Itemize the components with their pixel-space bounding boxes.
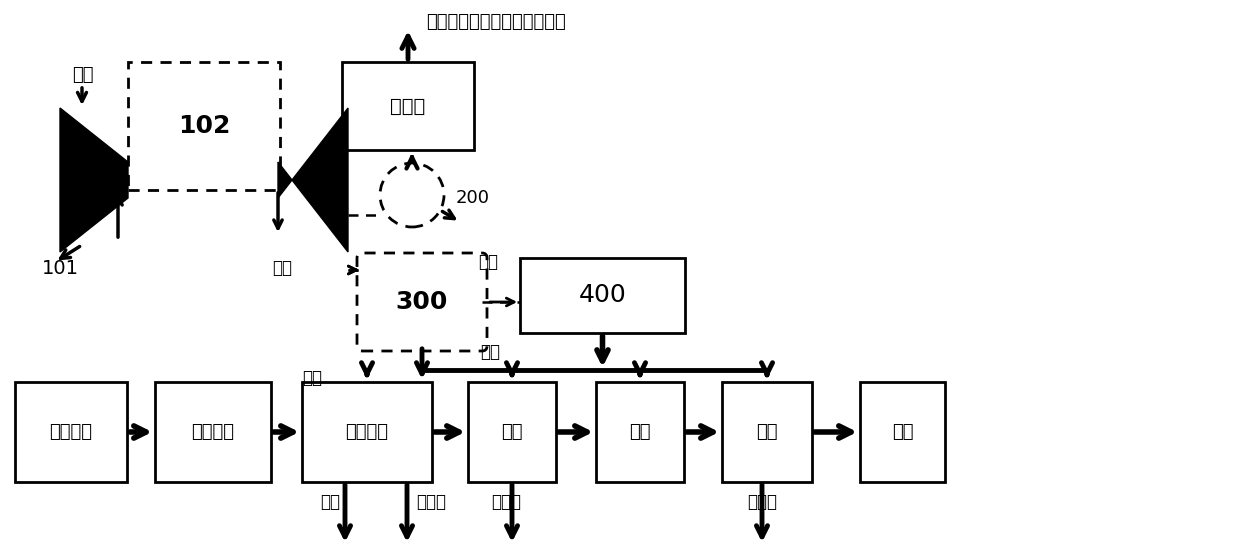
Bar	[468, 382, 556, 482]
Polygon shape	[59, 108, 128, 252]
Text: 变配电: 变配电	[390, 96, 426, 116]
Bar	[15, 382, 128, 482]
Text: 排气: 排气	[320, 493, 339, 511]
Text: 刨花干燥: 刨花干燥	[346, 423, 389, 441]
Polygon shape	[278, 108, 348, 252]
Bar	[302, 382, 432, 482]
Text: 冷凝水: 冷凝水	[416, 493, 446, 511]
Text: 冷凝水: 冷凝水	[747, 493, 777, 511]
Text: 施胶: 施胶	[502, 423, 523, 441]
Text: 蒸汽: 蒸汽	[479, 343, 501, 361]
Text: 烟气: 烟气	[302, 369, 322, 387]
Bar	[155, 382, 271, 482]
Text: 刨花准备: 刨花准备	[192, 423, 234, 441]
Text: 300: 300	[395, 290, 449, 314]
Bar	[128, 62, 280, 190]
Text: 铺装: 铺装	[629, 423, 650, 441]
Text: 原料准备: 原料准备	[50, 423, 93, 441]
Text: 冷却: 冷却	[892, 423, 913, 441]
Text: 热压: 热压	[756, 423, 778, 441]
Bar	[342, 62, 475, 150]
Bar	[596, 382, 684, 482]
Text: 102: 102	[178, 114, 230, 138]
Text: 103: 103	[313, 191, 348, 209]
Text: 101: 101	[42, 258, 79, 278]
Text: 400: 400	[579, 284, 627, 307]
Text: 排气: 排气	[273, 259, 292, 277]
Bar	[860, 382, 945, 482]
Text: 200: 200	[456, 189, 489, 207]
FancyBboxPatch shape	[357, 253, 487, 351]
Text: 电负荷（用户各工序段准备）: 电负荷（用户各工序段准备）	[426, 13, 566, 31]
Bar	[722, 382, 812, 482]
Text: 空气: 空气	[72, 66, 93, 84]
Bar	[520, 258, 685, 333]
Text: 冷凝水: 冷凝水	[491, 493, 522, 511]
Text: 蒸汽: 蒸汽	[478, 253, 498, 271]
